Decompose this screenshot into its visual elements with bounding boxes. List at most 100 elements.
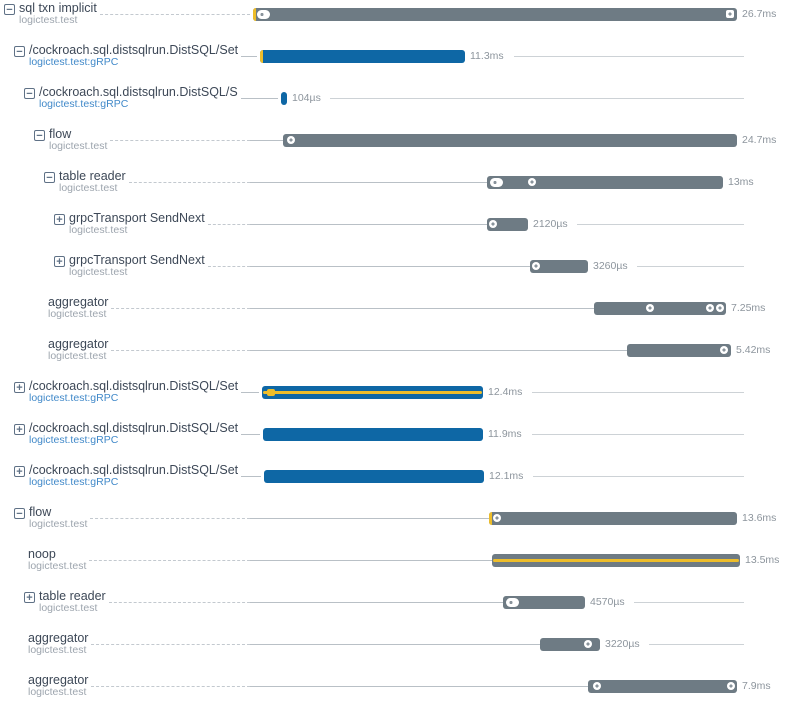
dashed-connector: [99, 14, 250, 15]
trace-row: + table reader logictest.test 4570µs: [0, 588, 786, 630]
span-label-zone: aggregator logictest.test: [48, 338, 250, 366]
trace-row: aggregator logictest.test 7.25ms: [0, 294, 786, 336]
span-bar[interactable]: [487, 218, 528, 231]
expand-icon[interactable]: +: [54, 256, 65, 268]
span-label-zone: + /cockroach.sql.distsqlrun.DistSQL/Set lo…: [14, 380, 259, 408]
span-label-zone: −/cockroach.sql.distsqlrun.DistSQL/Set lo…: [14, 44, 257, 72]
span-subtitle: logictest.test: [28, 686, 87, 698]
trace-row: + grpcTransport SendNext logictest.test 212…: [0, 210, 786, 252]
span-label: aggregator logictest.test: [28, 632, 91, 656]
span-bar[interactable]: [264, 470, 484, 483]
collapse-icon[interactable]: −: [44, 172, 55, 184]
duration-label: 12.1ms: [489, 470, 524, 482]
span-event-marker: [593, 682, 601, 690]
dashed-connector: [241, 56, 257, 57]
span-bar[interactable]: [530, 260, 588, 273]
span-event-marker: [490, 178, 503, 187]
span-title: table reader: [39, 590, 106, 603]
lead-line: [250, 266, 530, 267]
trace-row: −/cockroach.sql.distsqlrun.DistSQL/Set lo…: [0, 42, 786, 84]
lead-line: [250, 308, 594, 309]
duration-label: 2120µs: [533, 218, 568, 230]
span-title: /cockroach.sql.distsqlrun.DistSQL/Set: [29, 422, 239, 435]
span-event-marker: [584, 640, 592, 648]
lead-line: [250, 182, 487, 183]
span-subtitle: logictest.test: [48, 308, 107, 320]
span-label: sql txn implicit logictest.test: [19, 2, 100, 26]
trail-line: [649, 644, 744, 645]
span-label: /cockroach.sql.distsqlrun.DistSQL/S logic…: [39, 86, 241, 110]
span-label-zone: + grpcTransport SendNext logictest.test: [54, 254, 250, 282]
collapse-icon[interactable]: −: [4, 4, 15, 16]
span-title: /cockroach.sql.distsqlrun.DistSQL/Set: [29, 464, 239, 477]
expand-icon[interactable]: +: [24, 592, 35, 604]
trail-line: [634, 602, 744, 603]
expand-icon[interactable]: +: [14, 424, 25, 436]
span-subtitle: logictest.test: [29, 518, 88, 530]
trace-row: noop logictest.test 13.5ms: [0, 546, 786, 588]
duration-label: 104µs: [292, 92, 321, 104]
trace-row: aggregator logictest.test 3220µs: [0, 630, 786, 672]
span-subtitle: logictest.test: [69, 224, 128, 236]
span-title: flow: [49, 128, 72, 141]
span-bar[interactable]: [260, 50, 465, 63]
span-title: noop: [28, 548, 56, 561]
expand-icon[interactable]: +: [14, 382, 25, 394]
duration-label: 3220µs: [605, 638, 640, 650]
trace-row: −/cockroach.sql.distsqlrun.DistSQL/S logi…: [0, 84, 786, 126]
lead-line: [250, 686, 588, 687]
collapse-icon[interactable]: −: [34, 130, 45, 142]
span-label-zone: aggregator logictest.test: [48, 296, 250, 324]
span-event-marker: [727, 682, 735, 690]
span-event-marker: [260, 50, 263, 63]
duration-label: 11.3ms: [470, 50, 504, 62]
span-bar[interactable]: [262, 386, 483, 399]
span-label: grpcTransport SendNext logictest.test: [69, 254, 208, 278]
duration-label: 13.5ms: [745, 554, 780, 566]
span-label: aggregator logictest.test: [48, 296, 111, 320]
span-event-marker: [489, 512, 492, 525]
span-bar[interactable]: [487, 176, 723, 189]
span-bar[interactable]: [503, 596, 585, 609]
dashed-connector: [207, 266, 250, 267]
trace-row: + grpcTransport SendNext logictest.test 326…: [0, 252, 786, 294]
span-label-zone: + table reader logictest.test: [24, 590, 250, 618]
trail-line: [514, 56, 744, 57]
span-event-marker: [528, 178, 536, 186]
span-bar[interactable]: [281, 92, 287, 105]
span-label: /cockroach.sql.distsqlrun.DistSQL/Set log…: [29, 380, 241, 404]
span-bar[interactable]: [489, 512, 737, 525]
dashed-connector: [91, 686, 250, 687]
span-bar[interactable]: [492, 554, 740, 567]
collapse-icon[interactable]: −: [14, 508, 25, 520]
span-label-zone: − sql txn implicit logictest.test: [4, 2, 250, 30]
trace-row: aggregator logictest.test 5.42ms: [0, 336, 786, 378]
span-subtitle: logictest.test:gRPC: [29, 392, 119, 404]
span-bar[interactable]: [594, 302, 726, 315]
expand-icon[interactable]: +: [54, 214, 65, 226]
span-label-zone: + grpcTransport SendNext logictest.test: [54, 212, 250, 240]
trail-line: [533, 476, 744, 477]
dashed-connector: [240, 98, 278, 99]
span-bar[interactable]: [588, 680, 737, 693]
collapse-icon[interactable]: −: [14, 46, 25, 58]
span-bar[interactable]: [627, 344, 731, 357]
span-label: flow logictest.test: [49, 128, 110, 152]
span-label: grpcTransport SendNext logictest.test: [69, 212, 208, 236]
span-bar[interactable]: [253, 8, 737, 21]
span-label: aggregator logictest.test: [28, 674, 91, 698]
span-bar[interactable]: [283, 134, 737, 147]
lead-line: [250, 224, 487, 225]
span-bar[interactable]: [540, 638, 600, 651]
span-subtitle: logictest.test: [19, 14, 78, 26]
span-label: aggregator logictest.test: [48, 338, 111, 362]
span-subtitle: logictest.test: [28, 560, 87, 572]
expand-icon[interactable]: +: [14, 466, 25, 478]
dashed-connector: [207, 224, 250, 225]
trace-row: − flow logictest.test 24.7ms: [0, 126, 786, 168]
trace-row: aggregator logictest.test 7.9ms: [0, 672, 786, 714]
collapse-icon[interactable]: −: [24, 88, 35, 100]
duration-label: 5.42ms: [736, 344, 771, 356]
span-title: aggregator: [48, 296, 109, 309]
span-bar[interactable]: [263, 428, 483, 441]
